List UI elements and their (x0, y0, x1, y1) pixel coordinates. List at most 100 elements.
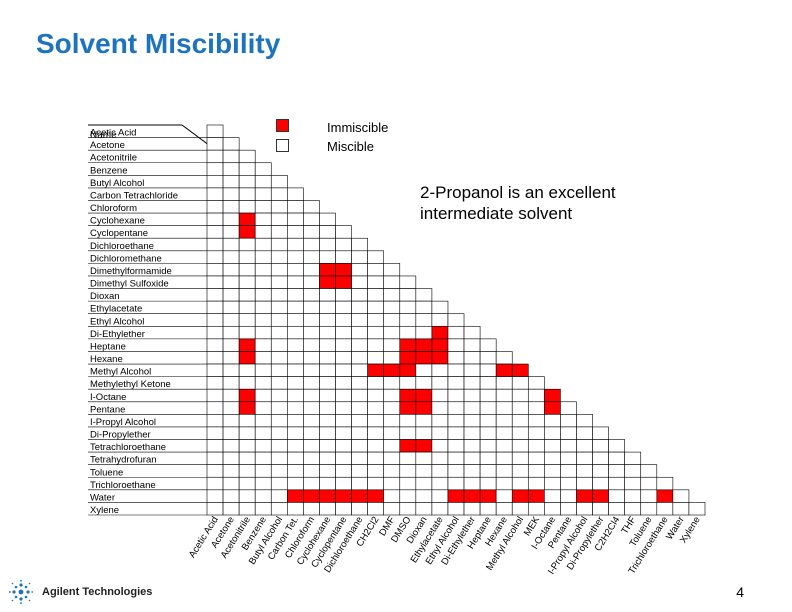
miscible-cell (624, 476, 642, 491)
row-label: Ethyl Alcohol (90, 316, 144, 327)
miscible-cell (238, 149, 256, 164)
row-label: Trichloroethane (90, 480, 156, 491)
immiscible-cell (238, 351, 256, 365)
miscible-cell (399, 502, 417, 516)
miscible-cell (303, 363, 320, 377)
miscible-cell (222, 388, 240, 403)
miscible-cell (222, 426, 240, 440)
miscible-cell (335, 414, 352, 428)
miscible-cell (206, 439, 224, 453)
miscible-cell (415, 451, 433, 465)
miscible-cell (222, 137, 240, 151)
miscible-cell (527, 401, 545, 415)
miscible-cell (270, 476, 288, 491)
miscible-cell (592, 464, 609, 478)
miscible-cell (544, 502, 561, 516)
miscible-cell (270, 250, 288, 264)
miscible-cell (238, 187, 256, 201)
miscible-cell (560, 414, 577, 428)
miscible-cell (287, 250, 304, 264)
miscible-cell (351, 476, 368, 491)
immiscible-cell (415, 351, 433, 365)
miscible-cell (351, 414, 368, 428)
miscible-cell (431, 439, 449, 453)
miscible-cell (222, 200, 240, 214)
immiscible-cell (479, 489, 497, 503)
miscible-cell (383, 439, 401, 453)
miscible-cell (206, 149, 224, 164)
miscible-cell (287, 263, 304, 277)
miscible-cell (351, 351, 368, 365)
immiscible-cell (544, 388, 561, 403)
miscible-cell (303, 426, 320, 440)
miscible-cell (335, 250, 352, 264)
miscible-cell (335, 426, 352, 440)
miscible-cell (479, 351, 497, 365)
miscible-cell (238, 363, 256, 377)
miscible-cell (511, 401, 529, 415)
miscible-cell (254, 175, 272, 189)
miscible-cell (319, 250, 336, 264)
miscible-cell (287, 313, 304, 327)
immiscible-cell (544, 401, 561, 415)
row-label: Acetonitrile (90, 153, 137, 164)
immiscible-cell (238, 338, 256, 352)
miscible-cell (351, 388, 368, 403)
miscible-cell (319, 338, 336, 352)
miscible-cell (206, 363, 224, 377)
miscible-cell (592, 451, 609, 465)
miscible-cell (608, 476, 625, 491)
miscible-cell (495, 351, 513, 365)
miscible-cell (206, 124, 224, 138)
miscible-cell (254, 401, 272, 415)
miscible-cell (335, 325, 352, 340)
miscible-cell (238, 502, 256, 516)
miscible-cell (576, 439, 593, 453)
miscible-cell (287, 275, 304, 289)
miscible-cell (254, 363, 272, 377)
miscible-cell (254, 414, 272, 428)
miscible-cell (640, 502, 658, 516)
miscible-cell (447, 502, 465, 516)
miscible-cell (447, 476, 465, 491)
miscible-cell (335, 363, 352, 377)
miscible-cell (270, 263, 288, 277)
miscible-cell (479, 388, 497, 403)
miscible-cell (367, 250, 385, 264)
miscible-cell (222, 351, 240, 365)
miscible-cell (383, 426, 401, 440)
miscible-cell (399, 376, 417, 390)
miscible-cell (303, 351, 320, 365)
row-label: Acetic Acid (90, 128, 136, 139)
miscible-cell (447, 464, 465, 478)
miscible-cell (399, 325, 417, 340)
miscible-cell (592, 439, 609, 453)
miscible-cell (270, 300, 288, 315)
miscible-cell (656, 476, 674, 491)
miscible-cell (351, 451, 368, 465)
miscible-cell (544, 464, 561, 478)
miscible-cell (270, 338, 288, 352)
immiscible-cell (399, 439, 417, 453)
miscible-cell (399, 476, 417, 491)
miscible-cell (238, 376, 256, 390)
miscible-cell (688, 502, 706, 516)
miscible-cell (254, 351, 272, 365)
row-label: Dichloroethane (90, 241, 154, 252)
miscible-cell (206, 376, 224, 390)
miscible-cell (303, 288, 320, 302)
miscible-cell (222, 300, 240, 315)
row-label: Methylethyl Ketone (90, 379, 171, 390)
miscible-cell (206, 250, 224, 264)
miscible-cell (640, 476, 658, 491)
miscible-cell (447, 414, 465, 428)
miscible-cell (624, 489, 642, 503)
miscible-cell (206, 426, 224, 440)
miscible-cell (303, 388, 320, 403)
miscible-cell (303, 200, 320, 214)
immiscible-cell (576, 489, 593, 503)
miscible-cell (479, 414, 497, 428)
miscible-cell (383, 263, 401, 277)
miscible-cell (206, 388, 224, 403)
